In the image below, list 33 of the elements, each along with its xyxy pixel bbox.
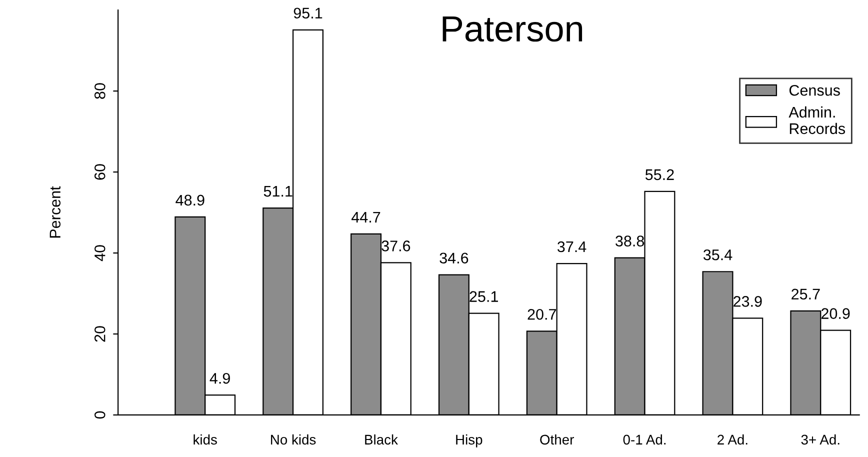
data-label: 44.7: [352, 212, 380, 222]
legend-label: Census: [789, 84, 840, 96]
y-tick-label: 40: [94, 245, 106, 262]
y-tick-label: 20: [94, 326, 106, 342]
data-label: 51.1: [264, 186, 292, 197]
data-label: 20.9: [821, 308, 850, 319]
data-label: 34.6: [440, 252, 468, 264]
x-tick-label: 0-1 Ad.: [623, 434, 666, 445]
y-tick-label: 60: [94, 164, 106, 180]
data-label: 55.2: [645, 169, 674, 180]
data-label: 37.6: [382, 240, 410, 252]
y-tick-label: 0: [94, 411, 106, 419]
x-tick-label: Other: [540, 434, 574, 445]
legend-label: Admin. Records: [788, 106, 846, 134]
x-tick-label: Black: [365, 434, 398, 445]
data-label: 35.4: [703, 249, 732, 260]
data-label: 48.9: [176, 194, 204, 206]
data-label: 25.1: [470, 291, 498, 302]
data-label: 20.7: [528, 308, 556, 320]
y-tick-label: 80: [94, 83, 106, 99]
x-tick-label: No kids: [271, 434, 316, 445]
y-axis-title: Percent: [50, 186, 61, 238]
x-tick-label: 3+ Ad.: [801, 434, 840, 445]
data-label: 4.9: [210, 372, 230, 384]
chart-title: Paterson: [442, 16, 582, 42]
data-label: 23.9: [734, 296, 762, 307]
data-label: 37.4: [557, 241, 586, 252]
x-tick-label: kids: [194, 434, 217, 445]
data-label: 25.7: [792, 288, 820, 300]
data-label: 95.1: [294, 8, 322, 19]
x-tick-label: Hisp: [456, 434, 482, 448]
data-label: 38.8: [616, 236, 644, 246]
x-tick-label: 2 Ad.: [718, 434, 748, 445]
